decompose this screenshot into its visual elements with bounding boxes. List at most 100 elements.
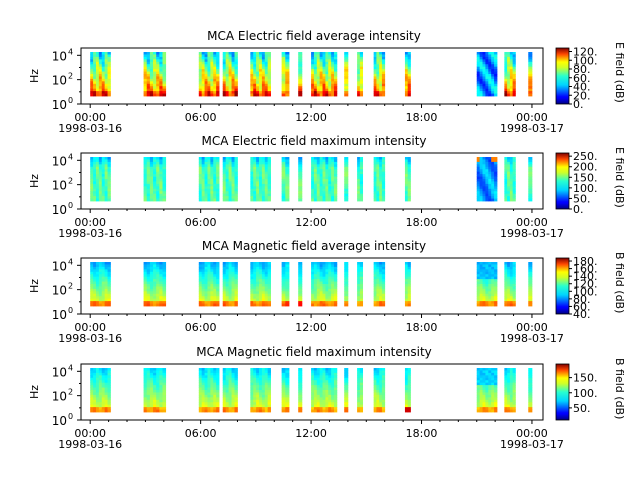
spectrogram-cell (381, 179, 386, 182)
spectrogram-cell (250, 264, 254, 268)
spectrogram-cell (325, 262, 329, 265)
spectrogram-cell (264, 71, 269, 75)
spectrogram-cell (404, 387, 409, 391)
spectrogram-cell (253, 394, 257, 398)
spectrogram-cell (216, 93, 220, 97)
spectrogram-cell (93, 161, 97, 165)
spectrogram-cell (512, 81, 516, 85)
spectrogram-cell (156, 377, 160, 381)
spectrogram-cell (344, 271, 349, 275)
spectrogram-cell (376, 377, 380, 381)
spectrogram-cell (331, 286, 335, 290)
spectrogram-cell (250, 303, 254, 307)
spectrogram-cell (261, 161, 266, 165)
spectrogram-cell (328, 397, 332, 401)
spectrogram-cell (101, 64, 106, 68)
spectrogram-cell (357, 74, 361, 77)
spectrogram-cell (90, 66, 94, 70)
spectrogram-cell (485, 176, 489, 180)
spectrogram-cell (316, 281, 321, 285)
spectrogram-cell (231, 276, 235, 280)
spectrogram-cell (407, 382, 411, 386)
spectrogram-cell (479, 409, 483, 413)
spectrogram-cell (256, 266, 260, 270)
spectrogram-cell (207, 385, 211, 388)
spectrogram-cell (156, 61, 160, 65)
spectrogram-cell (153, 262, 157, 265)
spectrogram-cell (328, 176, 332, 180)
spectrogram-cell (357, 264, 361, 268)
spectrogram-cell (344, 385, 349, 388)
spectrogram-cell (479, 394, 483, 398)
spectrogram-cell (488, 174, 492, 177)
spectrogram-cell (325, 375, 329, 379)
spectrogram-cell (281, 61, 286, 65)
spectrogram-cell (93, 61, 97, 65)
spectrogram-cell (512, 296, 516, 300)
spectrogram-cell (259, 407, 263, 410)
spectrogram-cell (488, 86, 492, 90)
data-block (404, 262, 411, 307)
spectrogram-cell (250, 93, 254, 97)
spectrogram-cell (281, 193, 286, 197)
spectrogram-cell (319, 271, 323, 275)
spectrogram-cell (267, 93, 271, 97)
spectrogram-cell (225, 66, 230, 70)
spectrogram-cell (376, 380, 380, 384)
spectrogram-cell (146, 382, 151, 386)
spectrogram-cell (319, 375, 323, 379)
spectrogram-cell (528, 188, 533, 192)
spectrogram-cell (488, 183, 492, 187)
spectrogram-cell (407, 284, 411, 287)
spectrogram-cell (253, 83, 257, 87)
spectrogram-cell (281, 71, 286, 75)
spectrogram-cell (325, 61, 329, 65)
spectrogram-cell (146, 370, 151, 374)
spectrogram-cell (322, 385, 326, 388)
spectrogram-cell (281, 372, 286, 376)
spectrogram-cell (373, 196, 377, 199)
spectrogram-cell (491, 188, 495, 192)
spectrogram-cell (149, 385, 154, 388)
spectrogram-cell (259, 293, 263, 297)
spectrogram-cell (344, 409, 349, 413)
spectrogram-cell (485, 64, 489, 68)
spectrogram-cell (259, 193, 263, 197)
spectrogram-cell (256, 59, 260, 63)
spectrogram-cell (256, 284, 260, 287)
spectrogram-cell (333, 382, 338, 386)
spectrogram-cell (198, 174, 203, 177)
spectrogram-cell (90, 159, 94, 163)
spectrogram-cell (407, 276, 411, 280)
spectrogram-cell (159, 407, 163, 410)
spectrogram-cell (146, 271, 151, 275)
spectrogram-cell (311, 157, 315, 160)
spectrogram-cell (325, 196, 329, 199)
spectrogram-cell (359, 179, 364, 182)
spectrogram-cell (504, 377, 508, 381)
data-block (476, 262, 498, 307)
spectrogram-cell (207, 76, 211, 80)
spectrogram-cell (210, 91, 214, 94)
spectrogram-cell (143, 188, 148, 192)
spectrogram-cell (267, 380, 271, 384)
spectrogram-cell (104, 88, 108, 92)
spectrogram-cell (379, 409, 383, 413)
spectrogram-cell (256, 387, 260, 391)
spectrogram-cell (210, 86, 214, 90)
spectrogram-cell (328, 301, 332, 304)
spectrogram-cell (331, 409, 335, 413)
spectrogram-cell (482, 264, 486, 268)
spectrogram-cell (491, 93, 495, 97)
spectrogram-cell (381, 174, 386, 177)
spectrogram-cell (156, 56, 160, 60)
spectrogram-cell (104, 196, 108, 199)
spectrogram-cell (491, 296, 495, 300)
spectrogram-cell (485, 93, 489, 97)
spectrogram-cell (234, 164, 238, 168)
y-tick-label: 10 (52, 308, 67, 322)
spectrogram-cell (512, 78, 516, 82)
spectrogram-cell (322, 171, 326, 175)
spectrogram-cell (198, 301, 203, 304)
spectrogram-cell (234, 52, 238, 55)
